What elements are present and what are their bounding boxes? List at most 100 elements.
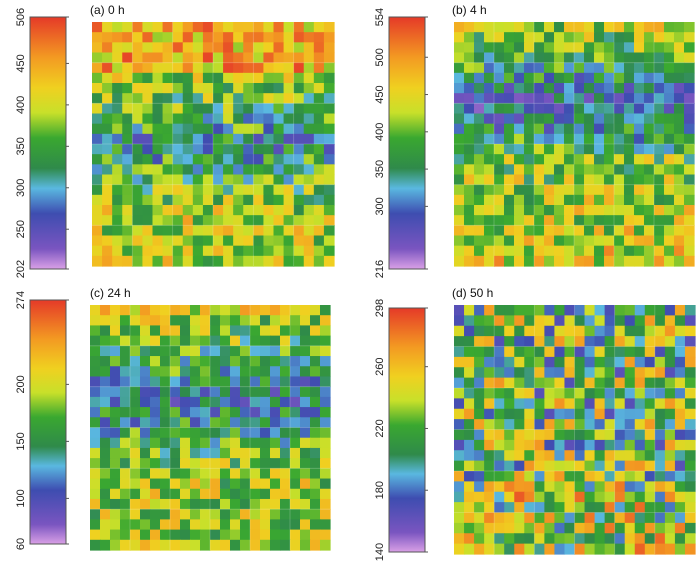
heatmap-cell [210,407,221,418]
heatmap-cell [90,366,101,378]
heatmap-cell [122,62,133,74]
heatmap-cell [250,519,261,531]
heatmap-cell [290,407,301,418]
heatmap-cell [534,42,545,54]
heatmap-cell [273,123,285,135]
heatmap-cell [474,543,485,555]
heatmap-cell [514,22,525,33]
heatmap-cell [202,83,214,94]
heatmap-cell [102,103,113,115]
heatmap-cell [644,235,655,247]
heatmap-cell [654,346,666,358]
heatmap-cell [323,42,335,54]
heatmap-cell [213,174,224,186]
heatmap-cell [290,437,301,449]
heatmap-cell [594,235,605,247]
heatmap-cell [584,429,596,441]
heatmap-cell [190,447,201,459]
heatmap-cell [554,305,566,316]
heatmap-cell [172,194,184,206]
heatmap-cell [190,519,201,531]
heatmap-cell [303,83,315,94]
heatmap-cell [250,478,261,490]
heatmap-cell [120,427,131,439]
heatmap-cell [534,245,545,257]
heatmap-cell [150,437,161,449]
heatmap-cell [524,522,535,534]
heatmap-cell [594,325,606,337]
heatmap-cell [233,123,244,135]
heatmap-cell [260,427,271,439]
heatmap-cell [534,133,545,145]
heatmap-cell [584,522,596,534]
heatmap-cell [112,225,123,237]
heatmap-cell [624,491,636,503]
heatmap-cell [140,366,151,378]
heatmap-cell [112,113,123,125]
colorbar-a [29,16,67,270]
heatmap-cell [290,468,301,480]
heatmap-cell [160,386,171,398]
heatmap-cell [313,184,325,196]
heatmap-cell [172,255,184,267]
heatmap-cell [454,398,465,410]
heatmap-cell [190,315,201,327]
heatmap-cell [253,32,265,43]
heatmap-cell [220,345,231,357]
heatmap-cell [464,133,475,145]
heatmap-cell [684,377,696,389]
heatmap-cell [323,174,335,186]
heatmap-cell [250,488,261,500]
heatmap-cell [110,345,121,357]
heatmap-cell [684,123,695,135]
heatmap-cell [524,502,535,514]
heatmap-cell [230,345,241,357]
heatmap-cell [303,103,315,115]
heatmap-cell [514,72,525,84]
heatmap-cell [260,458,271,469]
heatmap-cell [290,458,301,469]
heatmap-cell [202,144,214,155]
heatmap-cell [313,235,325,247]
heatmap-cell [564,184,575,196]
heatmap-cell [474,194,485,206]
heatmap-cell [170,345,181,357]
heatmap-cell [594,245,605,257]
heatmap-cell [644,522,656,534]
heatmap-cell [152,255,164,267]
heatmap-cell [253,184,265,196]
heatmap-cell [253,215,265,226]
heatmap-cell [564,194,575,206]
heatmap-cell [293,215,305,226]
heatmap-cell [494,225,505,237]
heatmap-cell [494,502,505,514]
heatmap-cell [554,42,565,54]
heatmap-cell [464,205,475,216]
heatmap-cell [664,83,675,94]
heatmap-cell [544,154,555,165]
heatmap-cell [654,512,666,524]
heatmap-cell [213,205,224,216]
heatmap-cell [100,396,111,408]
heatmap-cell [263,133,275,145]
heatmap-cell [674,512,686,524]
heatmap-cell [213,144,224,155]
heatmap-cell [323,32,335,43]
heatmap-cell [250,315,261,327]
heatmap-cell [654,336,666,348]
heatmap-cell [253,22,265,33]
heatmap-cell [122,103,133,115]
heatmap-cell [524,346,535,358]
heatmap-cell [280,498,291,510]
heatmap-cell [544,245,555,257]
heatmap-cell [273,32,285,43]
heatmap-cell [170,386,181,398]
heatmap-cell [310,386,321,398]
heatmap-cell [464,255,475,267]
heatmap-cell [634,305,646,316]
heatmap-cell [172,93,184,104]
heatmap-cell [554,62,565,74]
heatmap-cell [172,205,184,216]
heatmap-cell [300,305,311,316]
heatmap-cell [584,346,596,358]
